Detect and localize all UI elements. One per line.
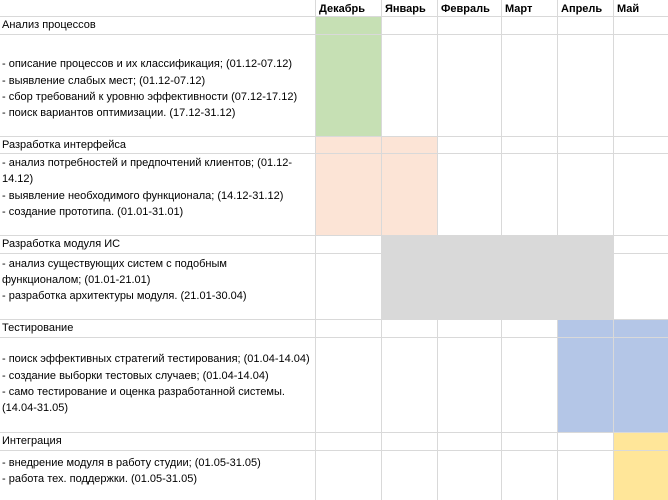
bar-module: [382, 235, 614, 319]
bar-integration: [614, 432, 668, 500]
task-line: - выявление слабых мест; (01.12-07.12): [2, 75, 206, 87]
task-title-module: Разработка модуля ИС: [2, 238, 121, 250]
grid-hline: [0, 34, 668, 35]
grid-vline: [557, 0, 558, 500]
grid-hline: [0, 253, 668, 254]
month-header-february: Февраль: [441, 3, 490, 15]
grid-vline: [613, 0, 614, 500]
task-line: (14.04-31.05): [2, 402, 69, 414]
task-title-analysis: Анализ процессов: [2, 19, 96, 31]
task-line: - поиск эффективных стратегий тестирован…: [2, 353, 310, 365]
grid-hline: [0, 235, 668, 236]
task-line: - работа тех. поддержки. (01.05-31.05): [2, 473, 197, 485]
task-line: - анализ потребностей и предпочтений кли…: [2, 157, 293, 169]
grid-hline: [0, 16, 668, 17]
grid-vline: [437, 0, 438, 500]
task-line: - разработка архитектуры модуля. (21.01-…: [2, 290, 247, 302]
task-line: - поиск вариантов оптимизации. (17.12-31…: [2, 107, 236, 119]
bar-interface: [316, 136, 438, 235]
task-line: - описание процессов и их классификация;…: [2, 58, 293, 70]
task-line: - сбор требований к уровню эффективности…: [2, 91, 298, 103]
task-title-testing: Тестирование: [2, 322, 74, 334]
grid-vline: [315, 0, 316, 500]
grid-vline: [501, 0, 502, 500]
task-line: - создание выборки тестовых случаев; (01…: [2, 370, 269, 382]
month-header-april: Апрель: [561, 3, 603, 15]
task-line: - анализ существующих систем с подобным: [2, 258, 227, 270]
task-line: - выявление необходимого функционала; (1…: [2, 190, 284, 202]
month-header-march: Март: [505, 3, 533, 15]
month-header-december: Декабрь: [319, 3, 365, 15]
grid-hline: [0, 337, 668, 338]
month-header-january: Январь: [385, 3, 426, 15]
grid-vline: [381, 0, 382, 500]
month-header-may: Май: [617, 3, 640, 15]
grid-hline: [0, 319, 668, 320]
task-line: 14.12): [2, 173, 34, 185]
task-line: - само тестирование и оценка разработанн…: [2, 386, 285, 398]
task-title-interface: Разработка интерфейса: [2, 139, 126, 151]
grid-hline: [0, 136, 668, 137]
bar-analysis: [316, 17, 382, 136]
grid-hline: [0, 432, 668, 433]
task-line: - создание прототипа. (01.01-31.01): [2, 206, 184, 218]
grid-hline: [0, 153, 668, 154]
task-line: - внедрение модуля в работу студии; (01.…: [2, 457, 261, 469]
task-line: функционалом; (01.01-21.01): [2, 274, 151, 286]
task-title-integration: Интеграция: [2, 435, 62, 447]
grid-hline: [0, 450, 668, 451]
